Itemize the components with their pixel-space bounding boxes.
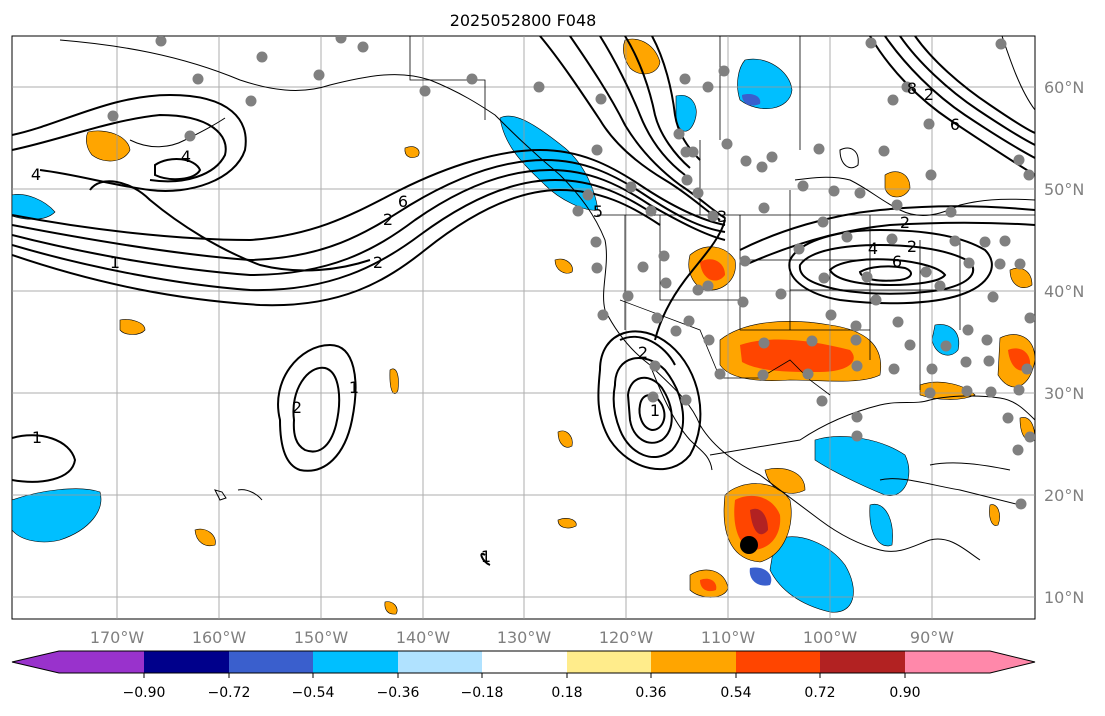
lon-label: 170°W bbox=[90, 628, 145, 647]
colorbar-segment bbox=[736, 651, 820, 673]
colorbar-segment bbox=[651, 651, 736, 673]
latitude-labels: 60°N 50°N 40°N 30°N 20°N 10°N bbox=[1044, 78, 1084, 607]
highlight-marker bbox=[740, 536, 758, 554]
contour-label: 1 bbox=[32, 428, 42, 447]
colorbar-segment bbox=[398, 651, 482, 673]
lon-label: 90°W bbox=[910, 628, 954, 647]
contour-label: 5 bbox=[593, 202, 603, 221]
contour-label: 2 bbox=[907, 237, 917, 256]
colorbar-segment bbox=[990, 651, 1035, 673]
longitude-labels: 170°W 160°W 150°W 140°W 130°W 120°W 110°… bbox=[90, 628, 954, 647]
colorbar-tick-label: 0.54 bbox=[720, 685, 751, 701]
contour-label: 6 bbox=[892, 252, 902, 271]
contour-label: 1 bbox=[481, 547, 491, 566]
lon-label: 110°W bbox=[701, 628, 756, 647]
colorbar-segment bbox=[59, 651, 144, 673]
colorbar-tick-label: −0.90 bbox=[123, 685, 166, 701]
colorbar-tick-label: 0.36 bbox=[635, 685, 666, 701]
colorbar-segment bbox=[905, 651, 990, 673]
positive-anomaly-area bbox=[405, 147, 419, 158]
lon-label: 140°W bbox=[396, 628, 451, 647]
colorbar-segment bbox=[313, 651, 398, 673]
lat-label: 60°N bbox=[1044, 78, 1084, 97]
lon-label: 150°W bbox=[294, 628, 349, 647]
lon-label: 100°W bbox=[803, 628, 858, 647]
colorbar-tick-label: −0.72 bbox=[208, 685, 251, 701]
lat-label: 40°N bbox=[1044, 282, 1084, 301]
colorbar-segment bbox=[229, 651, 313, 673]
colorbar-segment bbox=[12, 651, 59, 673]
colorbar-tick-label: −0.54 bbox=[292, 685, 335, 701]
colorbar-tick-label: 0.90 bbox=[889, 685, 920, 701]
contour-label: 2 bbox=[900, 213, 910, 232]
contour-label: 3 bbox=[717, 207, 727, 226]
contour-label: 1 bbox=[349, 378, 359, 397]
lon-label: 160°W bbox=[192, 628, 247, 647]
colorbar: −0.90 −0.72 −0.54 −0.36 −0.18 0.18 0.36 … bbox=[12, 651, 1035, 701]
contour-label: 1 bbox=[650, 401, 660, 420]
lat-label: 50°N bbox=[1044, 180, 1084, 199]
contour-label: 2 bbox=[638, 343, 648, 362]
contour-label: 8 bbox=[907, 79, 917, 98]
contour-label: 6 bbox=[398, 192, 408, 211]
colorbar-segment bbox=[567, 651, 651, 673]
lat-label: 20°N bbox=[1044, 486, 1084, 505]
colorbar-tick-label: 0.18 bbox=[551, 685, 582, 701]
colorbar-segment bbox=[144, 651, 229, 673]
colorbar-segment bbox=[820, 651, 905, 673]
contour-label: 2 bbox=[924, 85, 934, 104]
contour-label: 2 bbox=[383, 210, 393, 229]
map-figure: 2025052800 F048 bbox=[0, 0, 1105, 712]
contour-label: 1 bbox=[110, 253, 120, 272]
contour-label: 6 bbox=[950, 115, 960, 134]
colorbar-tick-label: 0.72 bbox=[804, 685, 835, 701]
lat-label: 30°N bbox=[1044, 384, 1084, 403]
colorbar-tick-label: −0.36 bbox=[377, 685, 420, 701]
contour-label: 2 bbox=[373, 253, 383, 272]
contour-label: 4 bbox=[181, 147, 191, 166]
lat-label: 10°N bbox=[1044, 588, 1084, 607]
contour-label: 4 bbox=[31, 165, 41, 184]
lon-label: 130°W bbox=[497, 628, 552, 647]
colorbar-ticks bbox=[144, 673, 905, 678]
map-plot-area: 4 4 1 2 6 2 1 2 1 2 1 3 5 2 2 4 6 6 8 2 bbox=[12, 30, 1036, 619]
map-title: 2025052800 F048 bbox=[450, 11, 597, 30]
contour-label: 2 bbox=[292, 398, 302, 417]
contour-label: 4 bbox=[868, 239, 878, 258]
colorbar-tick-label: −0.18 bbox=[461, 685, 504, 701]
colorbar-segment bbox=[482, 651, 567, 673]
lon-label: 120°W bbox=[599, 628, 654, 647]
